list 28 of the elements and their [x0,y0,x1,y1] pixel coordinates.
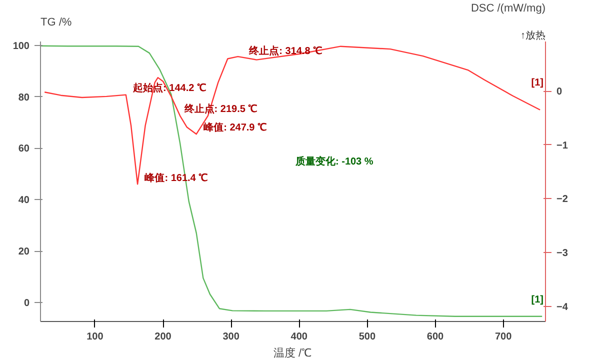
y2-tick-label: −3 [556,248,568,260]
y-tick-label: 60 [18,144,30,155]
x-tick-label: 200 [154,332,172,342]
y-tick-label: 0 [24,298,30,309]
y2-tick-label: 0 [556,86,562,98]
annotation: [1] [531,294,544,306]
y-tick-label: 80 [18,92,30,104]
y-tick-label: 100 [12,40,30,52]
line-series [40,45,543,317]
x-axis-title: 温度 /℃ [273,346,312,360]
y-axis-title: TG /% [40,16,72,28]
line-series [44,46,541,185]
x-tick-label: 600 [426,332,444,342]
annotation: 质量变化: -103 % [294,156,374,168]
x-tick-label: 100 [86,332,104,342]
x-tick-label: 500 [358,332,376,342]
y2-axis-title: DSC /(mW/mg) [470,2,546,14]
x-tick-label: 400 [290,332,308,342]
y-tick-label: 40 [18,195,30,206]
annotation: 峰值: 247.9 ℃ [204,122,267,134]
annotation: ↑放热 [520,30,546,42]
y2-tick-label: −1 [556,140,568,152]
y-tick-label: 20 [18,246,30,258]
y2-tick-label: −2 [556,194,568,206]
x-tick-label: 300 [222,332,240,342]
x-tick-label: 700 [494,332,512,342]
y2-tick-label: −4 [556,302,568,313]
annotation: [1] [531,78,544,88]
